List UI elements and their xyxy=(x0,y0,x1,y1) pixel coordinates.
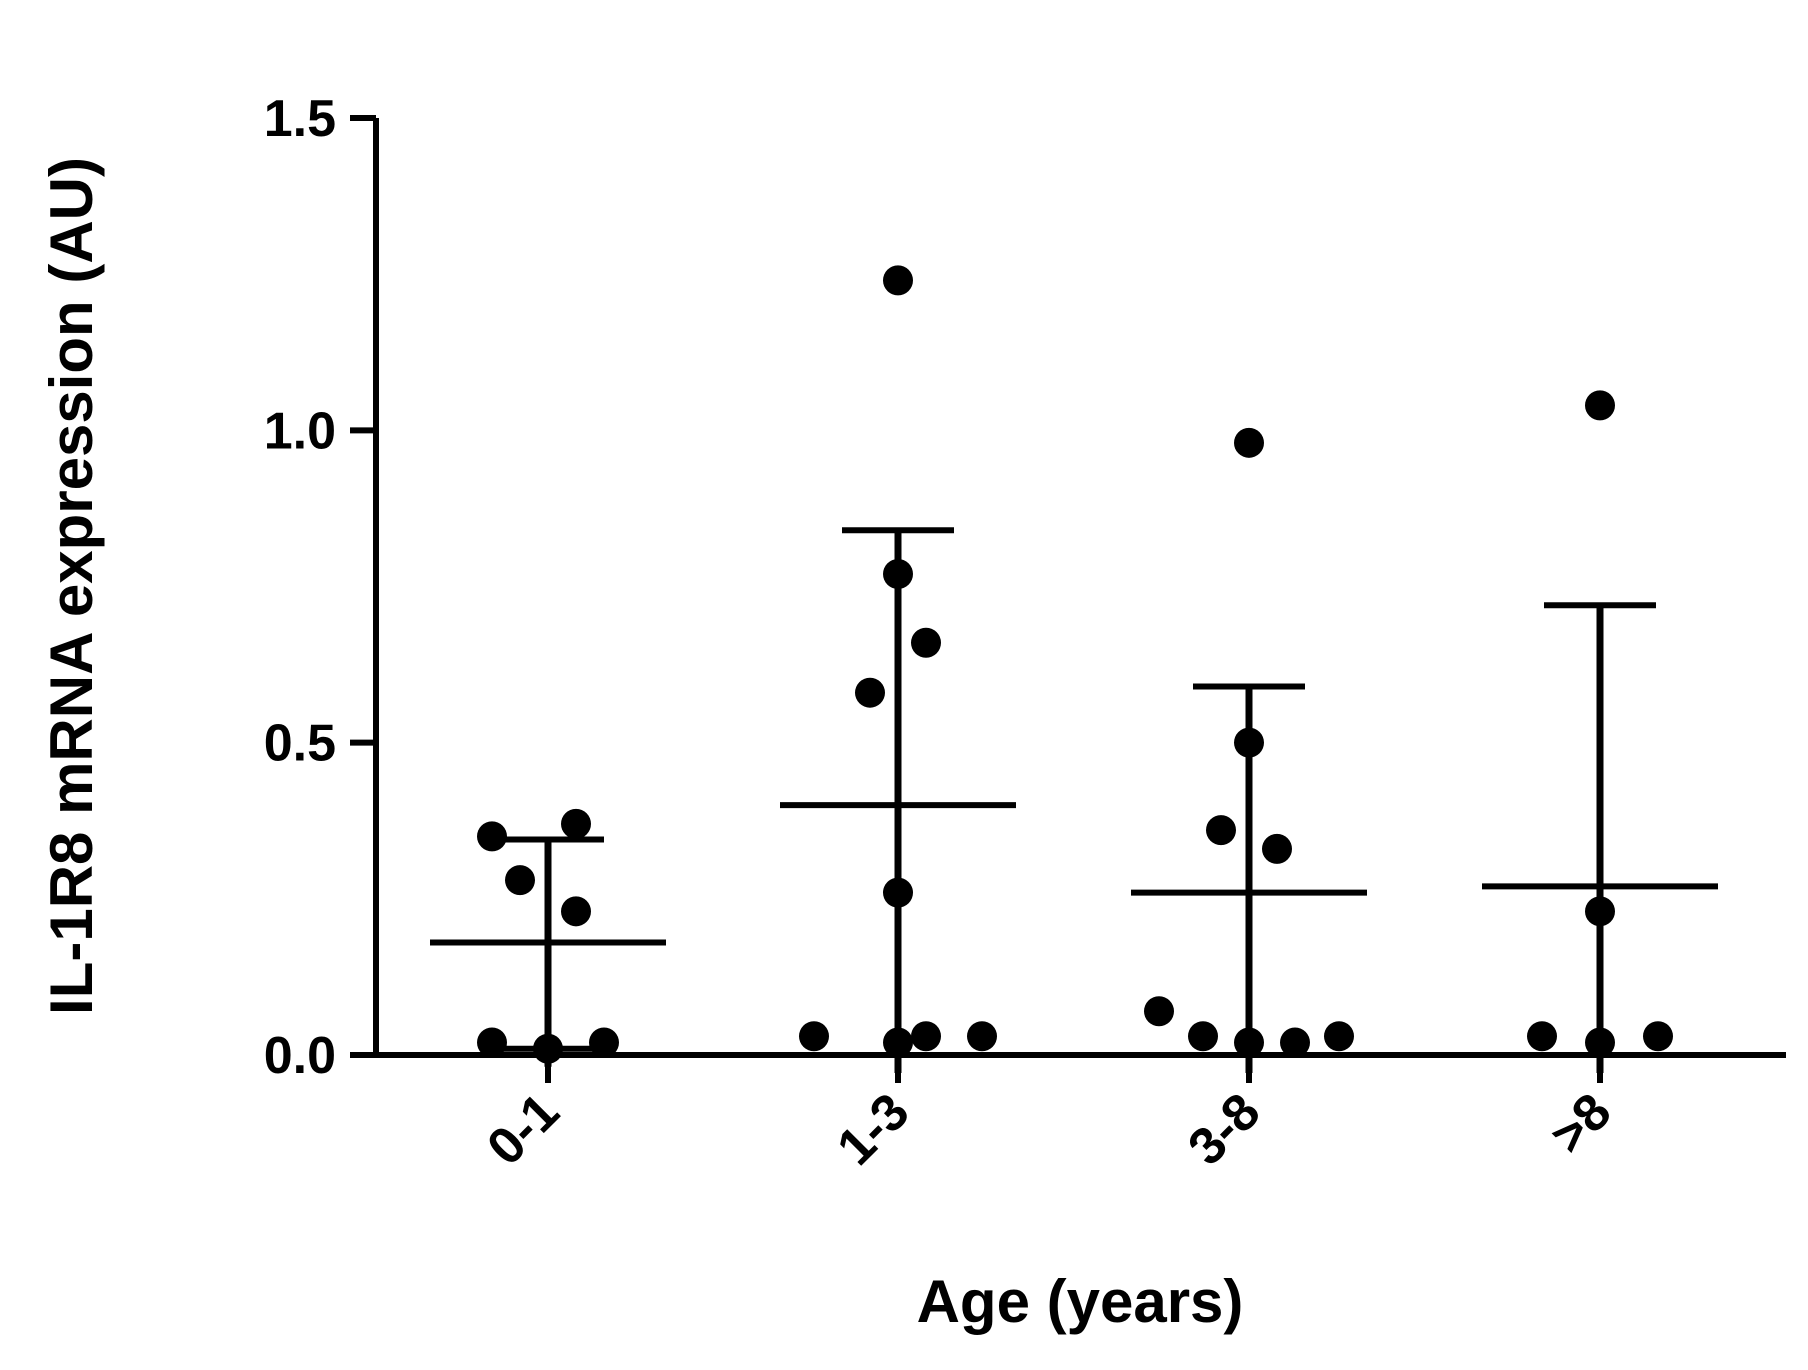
data-point xyxy=(1643,1021,1673,1052)
data-point xyxy=(883,265,913,296)
data-point xyxy=(1585,1027,1615,1058)
data-point xyxy=(505,865,535,896)
data-point xyxy=(1527,1021,1557,1052)
data-point xyxy=(589,1027,619,1058)
data-point xyxy=(883,1027,913,1058)
data-point xyxy=(561,808,591,839)
data-point xyxy=(911,627,941,658)
data-point xyxy=(967,1021,997,1052)
data-point xyxy=(883,559,913,590)
x-tick-label: 1-3 xyxy=(826,1082,920,1176)
data-point xyxy=(1585,896,1615,927)
data-point xyxy=(799,1021,829,1052)
data-point xyxy=(477,821,507,852)
data-point xyxy=(1262,833,1292,864)
y-tick-label: 0.5 xyxy=(264,715,336,773)
data-point xyxy=(1324,1021,1354,1052)
x-tick-label: 3-8 xyxy=(1177,1082,1271,1176)
data-point xyxy=(561,896,591,927)
data-point xyxy=(855,677,885,708)
data-point xyxy=(1144,996,1174,1027)
y-axis-label: IL-1R8 mRNA expression (AU) xyxy=(38,157,105,1015)
data-point xyxy=(533,1033,563,1064)
error-bars xyxy=(492,527,1656,1073)
y-tick-label: 0.0 xyxy=(264,1027,336,1085)
data-point xyxy=(1234,427,1264,458)
data-point xyxy=(1234,1027,1264,1058)
data-point xyxy=(1280,1027,1310,1058)
x-axis-label: Age (years) xyxy=(917,1268,1244,1335)
x-ticks: 0-1 1-3 3-8 >8 xyxy=(476,1055,1622,1177)
data-point xyxy=(1234,727,1264,758)
x-tick-label: >8 xyxy=(1540,1082,1623,1165)
data-point xyxy=(477,1027,507,1058)
data-points xyxy=(477,265,1673,1064)
y-tick-label: 1.0 xyxy=(264,402,336,460)
mean-lines xyxy=(430,802,1718,946)
y-ticks: 0.0 0.5 1.0 1.5 xyxy=(264,90,376,1085)
y-tick-label: 1.5 xyxy=(264,90,336,148)
data-point xyxy=(883,877,913,908)
x-tick-label: 0-1 xyxy=(476,1082,570,1176)
data-point xyxy=(1585,390,1615,421)
data-point xyxy=(911,1021,941,1052)
data-point xyxy=(1188,1021,1218,1052)
data-point xyxy=(1206,815,1236,846)
